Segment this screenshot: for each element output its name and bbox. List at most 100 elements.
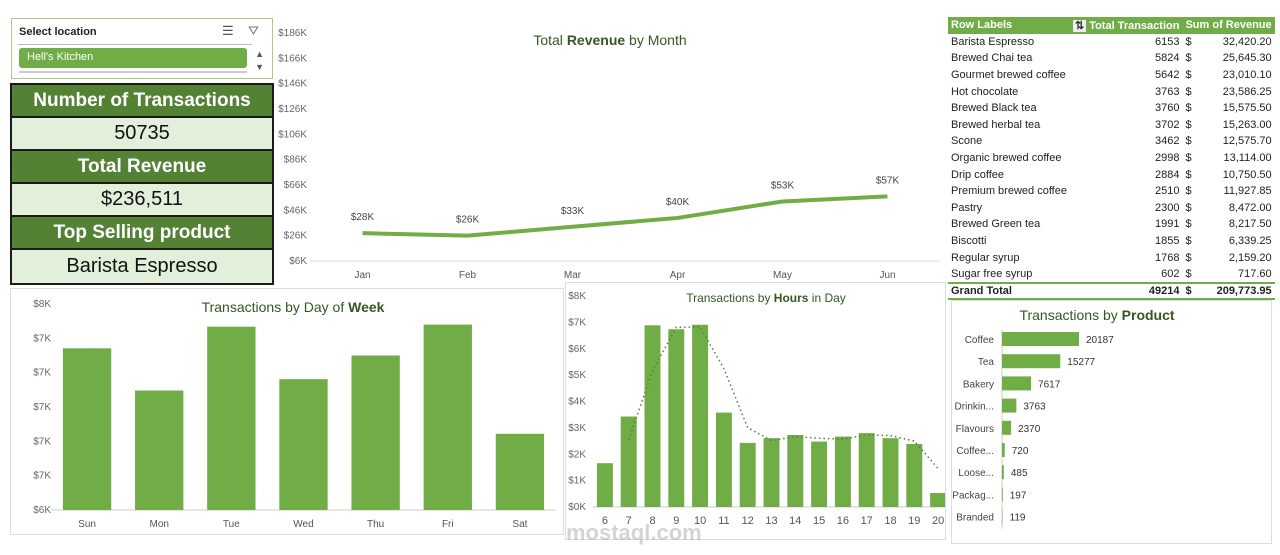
data-label: $57K <box>876 175 900 186</box>
revenue: 23,586.25 <box>1222 85 1272 98</box>
currency-symbol: $ <box>1185 52 1192 65</box>
data-label: 2370 <box>1018 424 1041 435</box>
bar <box>279 379 328 510</box>
scroll-down-icon[interactable]: ▼ <box>255 62 264 72</box>
pivot-row[interactable]: Gourmet brewed coffee 5642 $23,010.10 <box>948 67 1275 84</box>
x-tick-label: 20 <box>932 515 944 527</box>
clear-filter-icon[interactable]: ⛛ <box>248 23 259 38</box>
pivot-row[interactable]: Brewed Green tea 1991 $8,217.50 <box>948 216 1275 233</box>
y-tick-label: $7K <box>568 317 586 328</box>
transactions-label: Number of Transactions <box>12 85 272 118</box>
slicer-title: Select location <box>19 26 97 38</box>
data-label: 7617 <box>1038 379 1061 390</box>
revenue: 23,010.10 <box>1222 69 1272 82</box>
y-tick-label: Flavours <box>956 424 994 435</box>
row-labels-header[interactable]: Row Labels <box>948 17 1070 34</box>
currency-symbol: $ <box>1185 235 1192 248</box>
pivot-row[interactable]: Barista Espresso 6153 $32,420.20 <box>948 34 1275 51</box>
x-tick-label: Sat <box>512 519 527 530</box>
x-tick-label: Mar <box>564 270 582 281</box>
y-tick-label: $126K <box>278 104 307 115</box>
y-tick-label: $186K <box>278 28 307 39</box>
x-tick-label: May <box>773 270 792 281</box>
bar <box>763 438 780 507</box>
top-product-label: Top Selling product <box>12 217 272 250</box>
x-tick-label: Wed <box>293 519 313 530</box>
pivot-row[interactable]: Brewed Black tea 3760 $15,575.50 <box>948 100 1275 117</box>
kpi-panel: Number of Transactions 50735 Total Reven… <box>10 83 274 285</box>
pivot-row[interactable]: Hot chocolate 3763 $23,586.25 <box>948 83 1275 100</box>
transactions: 2884 <box>1154 168 1180 181</box>
y-tick-label: $6K <box>33 505 51 516</box>
bar <box>596 463 613 507</box>
row-label: Brewed Black tea <box>951 102 1037 115</box>
row-label: Regular syrup <box>951 251 1020 264</box>
multi-select-icon[interactable]: ☰ <box>222 23 234 38</box>
y-tick-label: $106K <box>278 129 307 140</box>
pivot-row[interactable]: Biscotti 1855 $6,339.25 <box>948 233 1275 250</box>
pivot-row[interactable]: Organic brewed coffee 2998 $13,114.00 <box>948 150 1275 167</box>
transactions: 5824 <box>1154 52 1180 65</box>
currency-symbol: $ <box>1185 218 1192 231</box>
data-label: 485 <box>1011 468 1028 479</box>
revenue: 15,263.00 <box>1222 118 1272 131</box>
x-tick-label: 19 <box>908 515 920 527</box>
pivot-row[interactable]: Sugar free syrup 602 $717.60 <box>948 266 1275 283</box>
y-tick-label: Loose... <box>958 468 994 479</box>
row-label: Premium brewed coffee <box>951 185 1067 198</box>
y-tick-label: Tea <box>978 357 995 368</box>
bar <box>739 442 756 507</box>
bar <box>620 416 637 507</box>
pivot-row[interactable]: Brewed herbal tea 3702 $15,263.00 <box>948 117 1275 134</box>
location-slicer: Select location ☰ ⛛ Hell's Kitchen ▲ ▼ <box>11 18 273 79</box>
sum-revenue-header[interactable]: Sum of Revenue <box>1182 17 1275 34</box>
revenue-label: Total Revenue <box>12 151 272 184</box>
slicer-item-hells-kitchen[interactable]: Hell's Kitchen <box>19 48 247 68</box>
data-label: $28K <box>351 212 375 223</box>
total-transaction-header[interactable]: ⇅ Total Transaction <box>1069 17 1183 34</box>
y-tick-label: Bakery <box>963 379 994 390</box>
bar <box>644 325 661 507</box>
pivot-row[interactable]: Scone 3462 $12,575.70 <box>948 133 1275 150</box>
bar <box>351 355 400 510</box>
y-tick-label: $8K <box>568 291 586 302</box>
pivot-row[interactable]: Pastry 2300 $8,472.00 <box>948 200 1275 217</box>
pivot-row[interactable]: Regular syrup 1768 $2,159.20 <box>948 249 1275 266</box>
y-tick-label: $3K <box>568 423 586 434</box>
transactions-value: 50735 <box>12 118 272 151</box>
transactions: 2998 <box>1154 152 1180 165</box>
transactions: 3763 <box>1154 85 1180 98</box>
bar <box>1002 443 1005 457</box>
pivot-row[interactable]: Premium brewed coffee 2510 $11,927.85 <box>948 183 1275 200</box>
row-label: Brewed herbal tea <box>951 118 1041 131</box>
x-tick-label: 6 <box>602 515 608 527</box>
x-tick-label: 11 <box>718 515 729 527</box>
pivot-row[interactable]: Drip coffee 2884 $10,750.50 <box>948 166 1275 183</box>
revenue-by-month-chart: Total Revenue by Month $6K $26K $46K $66K $86… <box>278 28 940 281</box>
bar <box>1002 398 1017 413</box>
bar <box>811 441 828 507</box>
x-tick-label: 15 <box>813 515 825 527</box>
top-product-value: Barista Espresso <box>12 250 272 283</box>
x-tick-label: 10 <box>694 515 706 527</box>
scroll-up-icon[interactable]: ▲ <box>255 49 264 59</box>
y-tick-label: $7K <box>33 368 51 379</box>
sort-filter-icon[interactable]: ⇅ <box>1072 19 1087 32</box>
y-tick-label: Coffee <box>965 335 995 346</box>
bar <box>1002 509 1003 524</box>
row-label: Organic brewed coffee <box>951 152 1062 165</box>
y-tick-label: $6K <box>289 256 307 267</box>
currency-symbol: $ <box>1185 35 1192 48</box>
transactions: 3760 <box>1154 102 1180 115</box>
transactions: 3462 <box>1154 135 1180 148</box>
bar <box>1002 465 1004 480</box>
y-tick-label: $66K <box>284 180 308 191</box>
currency-symbol: $ <box>1185 102 1192 115</box>
revenue-value: $236,511 <box>12 184 272 217</box>
bar <box>715 412 732 507</box>
x-tick-label: 9 <box>673 515 679 527</box>
row-label: Brewed Green tea <box>951 218 1041 231</box>
row-label: Pastry <box>951 201 983 214</box>
pivot-row[interactable]: Brewed Chai tea 5824 $25,645.30 <box>948 50 1275 67</box>
bar <box>668 329 685 507</box>
